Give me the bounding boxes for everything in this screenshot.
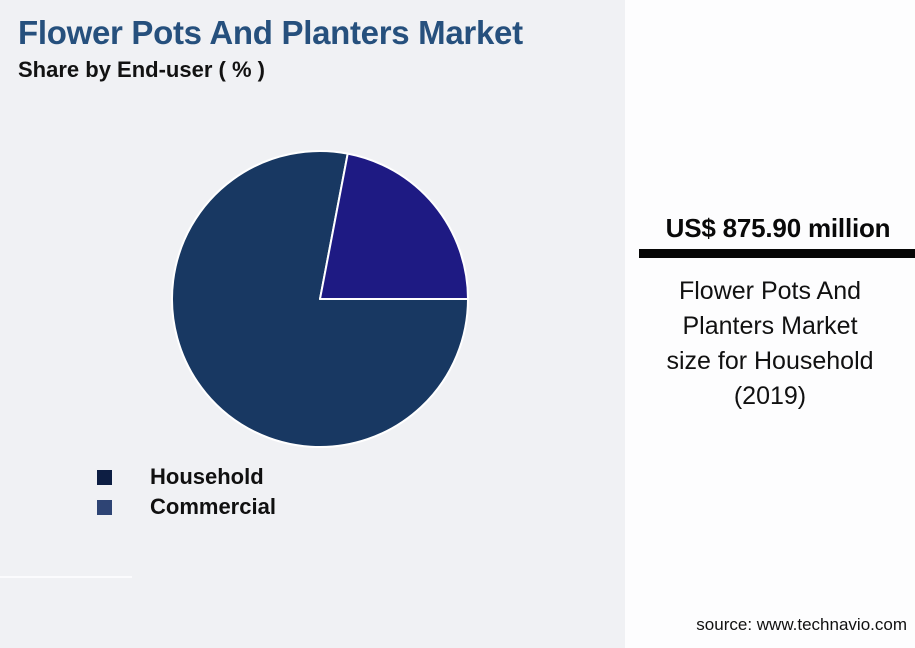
source-credit: source: www.technavio.com [696, 615, 907, 634]
caption-line: Flower Pots And [678, 277, 862, 305]
divider-line [0, 576, 132, 578]
pie-chart-svg [171, 150, 469, 448]
market-size-caption: Flower Pots And Planters Market size for… [635, 274, 905, 414]
pie-chart [170, 149, 470, 449]
sidebar: US$ 875.90 million Flower Pots And Plant… [625, 0, 915, 648]
highlight-bar [639, 249, 915, 258]
legend-swatch-commercial [97, 499, 112, 515]
legend: Household Commercial [97, 462, 276, 522]
pie-slice-commercial [319, 152, 469, 300]
legend-item-household: Household [97, 462, 276, 492]
market-size-value: US$ 875.90 million [665, 213, 891, 243]
legend-label-household: Household [150, 464, 264, 489]
caption-line: (2019) [733, 382, 807, 410]
caption-line: size for Household [666, 347, 874, 375]
page-title: Flower Pots And Planters Market [18, 14, 523, 51]
legend-item-commercial: Commercial [97, 492, 276, 522]
legend-label-commercial: Commercial [150, 494, 276, 519]
caption-line: Planters Market [682, 312, 858, 340]
legend-swatch-household [97, 469, 112, 485]
page-subtitle: Share by End-user ( % ) [18, 57, 265, 82]
